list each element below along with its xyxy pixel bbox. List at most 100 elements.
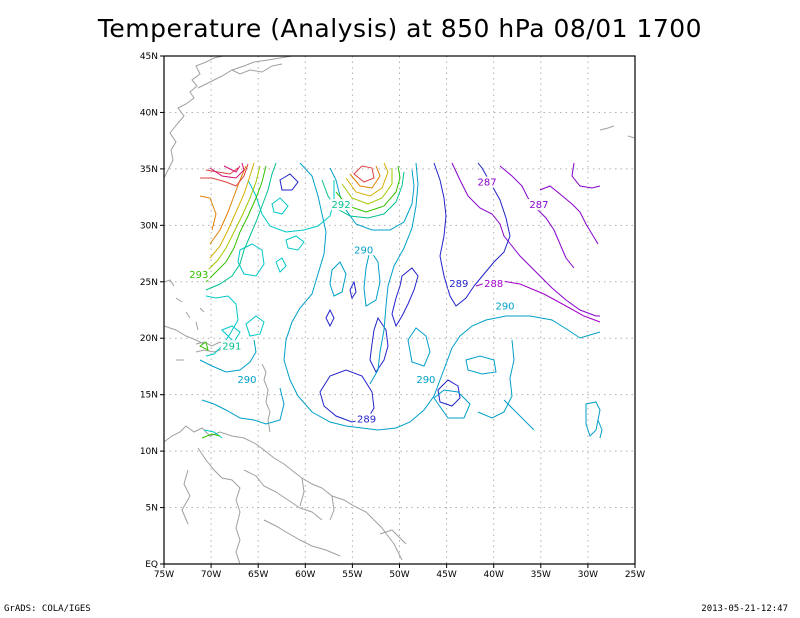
- contour-291-d: [285, 235, 305, 251]
- contour-293: [205, 165, 267, 283]
- x-tick-label: 55W: [342, 570, 362, 580]
- contour-296: [209, 165, 247, 245]
- contour-289-g: [279, 173, 299, 191]
- y-tick-label: 40N: [140, 108, 158, 118]
- y-tick-label: 35N: [140, 165, 158, 175]
- y-tick-label: EQ: [145, 560, 158, 570]
- contour-label-bg: [447, 278, 470, 290]
- x-tick-label: 60W: [295, 570, 315, 580]
- contour-298: [209, 162, 245, 179]
- contour-291-c: [245, 315, 265, 337]
- contour-289-b: [319, 369, 375, 423]
- contour-291-i: [247, 179, 335, 233]
- y-tick-label: 25N: [140, 278, 158, 288]
- y-tick-label: 45N: [140, 52, 158, 62]
- contour-291-f: [271, 197, 289, 215]
- contour-label-bg: [355, 413, 378, 425]
- contour-290-h: [503, 399, 535, 431]
- x-tick-label: 65W: [248, 570, 268, 580]
- contour-label-bg: [527, 199, 550, 211]
- contour-label-bg: [235, 374, 258, 386]
- contour-label-bg: [352, 244, 375, 256]
- x-tick-label: 50W: [389, 570, 409, 580]
- contour-label-bg: [482, 278, 505, 290]
- contour-294-b: [341, 168, 393, 205]
- contour-292: [205, 162, 277, 291]
- contour-label-bg: [494, 300, 517, 312]
- contour-290-e: [329, 261, 347, 297]
- contour-label: 292: [332, 200, 351, 211]
- contour-290-d: [363, 248, 381, 307]
- contour-label-bg: [414, 374, 437, 386]
- axis-ticks: 75W 70W 65W 60W 55W 50W 45W 40W 35W 30W 25W EQ 5N 10N…: [140, 52, 645, 580]
- contour-label-bg: [330, 199, 353, 211]
- isotherm-contours: [199, 162, 603, 439]
- y-tick-label: 30N: [140, 221, 158, 231]
- contour-label: 290: [237, 375, 256, 386]
- contour-289: [433, 162, 511, 307]
- coastlines: [164, 56, 635, 564]
- contour-290-l: [585, 401, 601, 437]
- contour-label-bg: [220, 340, 243, 352]
- x-tick-label: 30W: [578, 570, 598, 580]
- x-tick-label: 45W: [436, 570, 456, 580]
- contour-290-b: [369, 162, 419, 385]
- contour-290-n: [329, 167, 415, 231]
- contour-label-bg: [476, 176, 499, 188]
- contour-290-i: [433, 389, 471, 419]
- x-tick-label: 25W: [625, 570, 645, 580]
- contour-label: 287: [529, 200, 548, 211]
- contour-label: 290: [495, 302, 514, 313]
- contour-298-b: [223, 165, 241, 173]
- contour-295-b: [345, 162, 389, 197]
- map-title: Temperature (Analysis) at 850 hPa 08/01 …: [97, 14, 703, 43]
- contour-290-k: [465, 355, 497, 375]
- contour-293-d: [199, 341, 209, 351]
- contour-293-c: [201, 433, 221, 439]
- contour-291-e: [275, 257, 287, 273]
- contour-290-j: [477, 339, 515, 419]
- contour-289-d: [391, 267, 419, 328]
- contour-label: 289: [357, 415, 376, 426]
- contour-label: 290: [416, 375, 435, 386]
- contour-296-c: [199, 195, 217, 231]
- contour-287-d: [539, 185, 599, 245]
- y-tick-label: 10N: [140, 447, 158, 457]
- y-tick-label: 20N: [140, 334, 158, 344]
- contour-291: [205, 295, 239, 357]
- y-tick-label: 15N: [140, 391, 158, 401]
- contour-289-f: [369, 316, 389, 373]
- contour-label: 287: [478, 178, 497, 189]
- x-tick-label: 40W: [484, 570, 504, 580]
- contour-label: 291: [222, 341, 241, 352]
- contour-290: [283, 162, 601, 431]
- contour-297: [200, 163, 249, 187]
- contour-label: 288: [484, 279, 503, 290]
- contour-label: 293: [189, 270, 208, 281]
- contour-295: [209, 162, 255, 259]
- contour-287-b: [499, 165, 575, 269]
- contour-290-g: [199, 339, 257, 373]
- contour-297-b: [353, 165, 375, 183]
- footer-credit: GrADS: COLA/IGES: [4, 604, 91, 614]
- x-tick-label: 35W: [531, 570, 551, 580]
- contour-294: [207, 165, 261, 271]
- contour-290-m: [597, 419, 603, 439]
- grid-lines: [164, 56, 635, 564]
- contour-291-b: [237, 243, 265, 277]
- contour-289-e: [349, 280, 357, 300]
- y-tick-label: 5N: [146, 504, 158, 514]
- x-tick-label: 75W: [154, 570, 174, 580]
- contour-287-c: [571, 162, 601, 189]
- contour-label: 289: [449, 279, 468, 290]
- contour-289-h: [325, 308, 335, 328]
- contour-label: 290: [354, 245, 373, 256]
- x-tick-label: 70W: [201, 570, 221, 580]
- contour-289-c: [437, 379, 461, 407]
- contour-labels: 287 287 288 289 289 290 290 290 290 291 292 293: [187, 176, 550, 426]
- contour-290-c: [407, 327, 431, 367]
- contour-296-b: [349, 165, 381, 189]
- contour-label-bg: [187, 269, 210, 281]
- contour-291-g: [221, 325, 241, 343]
